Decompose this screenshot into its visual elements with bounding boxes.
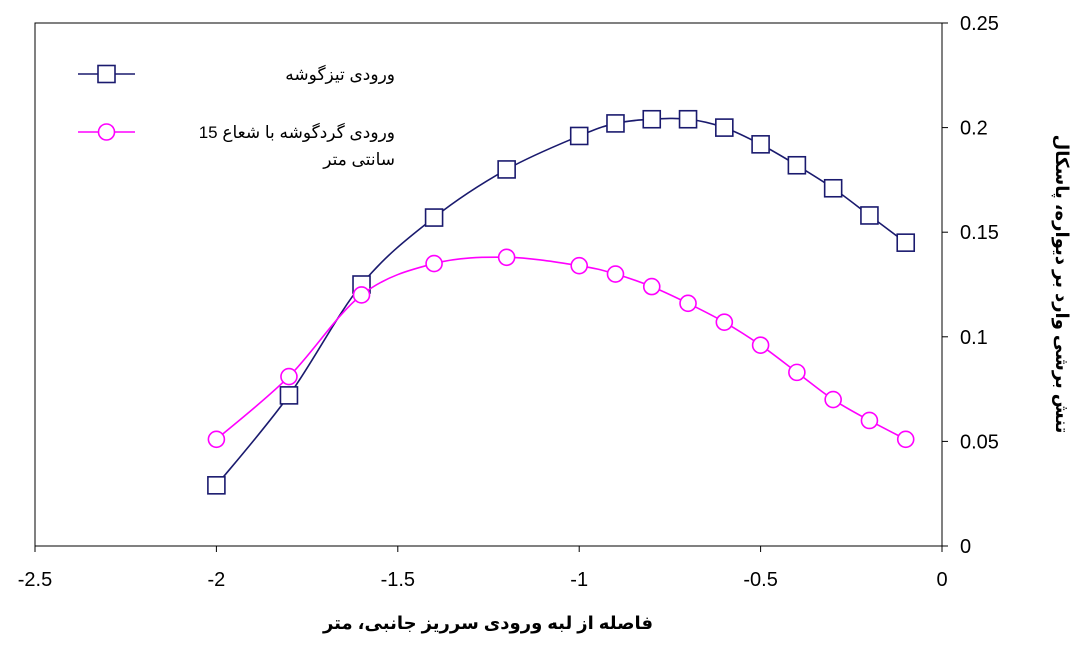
data-point [424, 208, 444, 227]
data-point [896, 233, 916, 252]
data-point [860, 411, 879, 430]
data-point [642, 277, 661, 296]
legend-marker [97, 64, 116, 84]
y-tick-label: 0 [960, 536, 971, 558]
x-tick-label: -2 [208, 569, 226, 591]
y-tick-label: 0.15 [960, 222, 999, 244]
data-point [824, 390, 842, 409]
x-tick-label: -1.5 [381, 569, 415, 591]
data-point [207, 476, 226, 495]
legend-label: سانتی متر [322, 150, 395, 169]
data-point [425, 254, 443, 273]
data-point [642, 109, 662, 129]
x-tick-label: -0.5 [743, 569, 777, 591]
data-point [280, 367, 298, 386]
data-point [715, 118, 734, 137]
y-tick-label: 0.1 [960, 327, 988, 349]
legend-entry-2: ورودی گردگوشه با شعاع 15 سانتی متر [78, 122, 395, 169]
data-point [751, 336, 770, 354]
data-point [570, 256, 589, 275]
data-point [606, 114, 625, 133]
data-point [279, 386, 299, 405]
y-tick-label: 0.05 [960, 431, 999, 453]
data-point [896, 430, 915, 449]
x-axis-title: فاصله از لبه ورودی سرریز جانبی، متر [322, 613, 653, 634]
legend-label: ورودی گردگوشه با شعاع 15 [199, 122, 395, 143]
data-point [823, 178, 843, 198]
data-point [606, 265, 625, 283]
data-point [715, 313, 734, 331]
x-tick-label: 0 [936, 569, 947, 591]
x-tick-label: -2.5 [18, 569, 52, 591]
legend-label: ورودی تیزگوشه [285, 64, 395, 84]
y-tick-label: 0.2 [960, 118, 988, 140]
data-point [788, 363, 806, 382]
data-point [860, 206, 879, 225]
series-layer [207, 109, 916, 495]
data-point [497, 248, 516, 267]
data-point [497, 160, 516, 179]
legend: ورودی تیزگوشه ورودی گردگوشه با شعاع 15 سان… [78, 64, 395, 169]
axes: -2.5 -2 -1.5 -1 -0.5 00 0.05 0.1 0.15 0.2 0.25 [18, 13, 999, 591]
data-point [678, 109, 698, 129]
y-tick-label: 0.25 [960, 13, 999, 35]
data-point [679, 294, 697, 313]
x-tick-label: -1 [570, 569, 588, 591]
y-axis-title: تنش برشی وارد بر دیواره، پاسکال [1051, 135, 1072, 434]
legend-entry-1: ورودی تیزگوشه [78, 64, 395, 84]
data-point [207, 430, 226, 449]
series-2 [207, 248, 915, 449]
data-point [787, 155, 807, 175]
plot-area [34, 22, 943, 547]
legend-marker [97, 123, 116, 141]
data-point [569, 126, 589, 146]
data-point [751, 135, 770, 154]
data-point [352, 286, 371, 304]
